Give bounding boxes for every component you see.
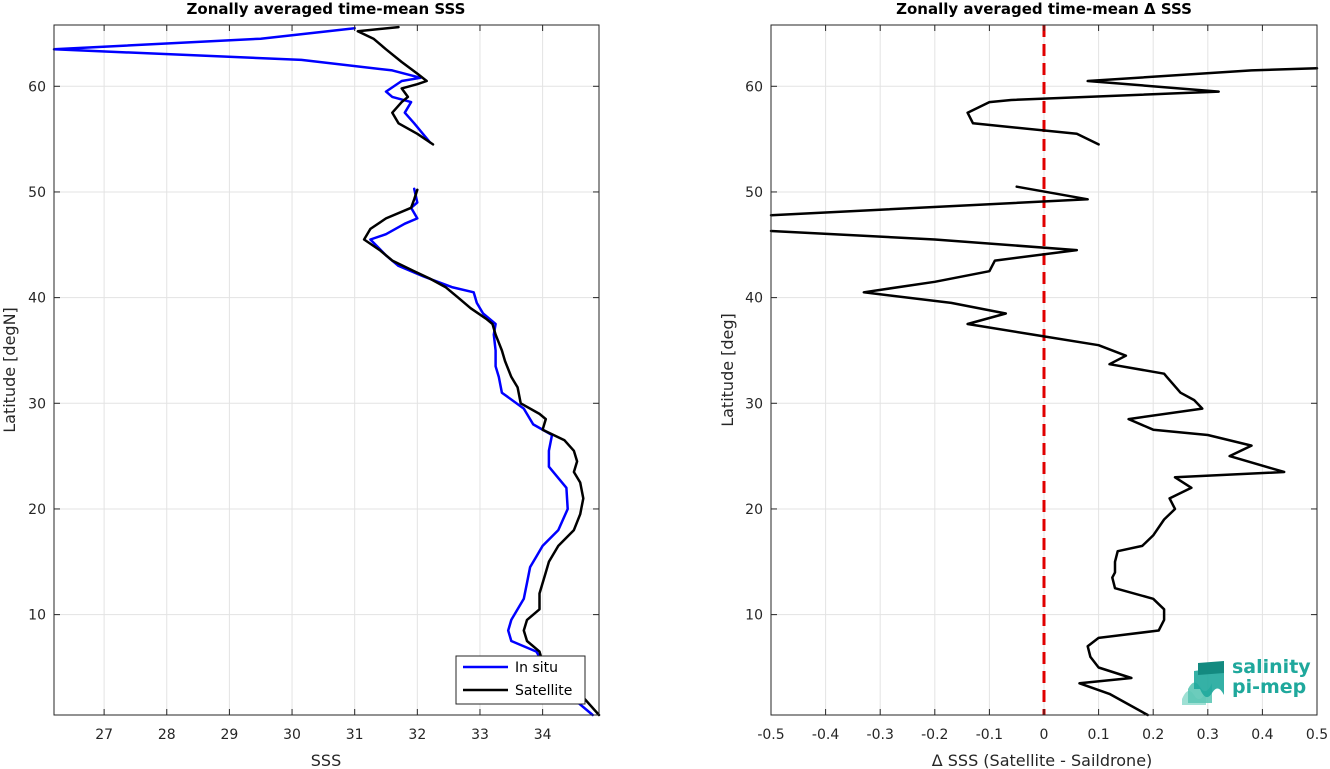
delta-sss-y-tick-label: 60 — [745, 79, 763, 95]
sss-y-tick-label: 40 — [28, 291, 46, 307]
sss-x-tick-label: 27 — [95, 727, 113, 743]
delta-sss-y-tick-label: 40 — [745, 291, 763, 307]
delta-sss-panel: -0.5 -0.4 -0.3 -0.2 -0.1 0 0.1 0.2 0.3 0.4 0.5 10 20… — [718, 0, 1328, 769]
sss-x-tick-label: 34 — [534, 727, 552, 743]
sss-y-tick-label: 20 — [28, 502, 46, 518]
delta-sss-chart-title: Zonally averaged time-mean Δ SSS — [896, 0, 1192, 18]
logo-line-2: pi-mep — [1232, 676, 1307, 698]
sss-x-tick-label: 30 — [283, 727, 301, 743]
delta-sss-y-tick-label: 10 — [745, 608, 763, 624]
delta-sss-line-segment-1 — [769, 229, 1286, 717]
delta-sss-x-tick-label: 0.2 — [1142, 727, 1164, 743]
delta-sss-x-tick-label: -0.2 — [921, 727, 948, 743]
delta-sss-line-segment-3 — [966, 67, 1319, 146]
sss-x-axis-label: SSS — [311, 751, 341, 769]
sss-x-tick-label: 29 — [220, 727, 238, 743]
delta-sss-x-tick-label: -0.3 — [867, 727, 894, 743]
sss-y-axis-label: Latitude [degN] — [0, 307, 19, 433]
delta-sss-x-tick-label: -0.4 — [812, 727, 839, 743]
sss-y-tick-label: 10 — [28, 608, 46, 624]
delta-sss-x-tick-label: 0.1 — [1087, 727, 1109, 743]
delta-sss-x-tick-label: -0.5 — [757, 727, 784, 743]
delta-sss-y-axis-label: Latitude [deg] — [718, 313, 737, 427]
delta-sss-y-tick-label: 50 — [745, 185, 763, 201]
sss-x-tick-label: 33 — [471, 727, 489, 743]
delta-sss-x-tick-label: -0.1 — [976, 727, 1003, 743]
delta-sss-x-tick-label: 0 — [1040, 727, 1049, 743]
delta-sss-line-segment-2 — [769, 185, 1089, 217]
sss-x-tick-label: 32 — [408, 727, 426, 743]
logo-text: salinity pi-mep — [1232, 657, 1311, 697]
delta-sss-tick-labels: -0.5 -0.4 -0.3 -0.2 -0.1 0 0.1 0.2 0.3 0.4 0.5 10 20… — [745, 25, 1328, 743]
delta-sss-x-axis-label: Δ SSS (Satellite - Saildrone) — [932, 751, 1153, 769]
sss-legend: In situ Satellite — [455, 655, 586, 705]
delta-sss-x-tick-label: 0.5 — [1306, 727, 1328, 743]
sss-chart-title: Zonally averaged time-mean SSS — [187, 0, 466, 18]
sss-y-tick-label: 30 — [28, 396, 46, 412]
satellite-line-segment-2 — [356, 25, 435, 146]
delta-sss-series — [769, 67, 1319, 717]
legend-in-situ-label: In situ — [515, 660, 558, 676]
sss-tick-labels: 27 28 29 30 31 32 33 34 10 20 30 40 50 60 — [28, 25, 599, 743]
sss-x-tick-label: 28 — [158, 727, 176, 743]
sss-y-tick-label: 50 — [28, 185, 46, 201]
salinity-pi-mep-logo: salinity pi-mep — [1180, 655, 1312, 707]
delta-sss-x-tick-label: 0.3 — [1197, 727, 1219, 743]
legend-satellite-label: Satellite — [515, 683, 572, 699]
legend-box — [455, 655, 586, 705]
sss-panel: 27 28 29 30 31 32 33 34 10 20 30 40 50 60 Zonally ave… — [0, 0, 601, 769]
sss-x-tick-label: 31 — [346, 727, 364, 743]
delta-sss-x-tick-label: 0.4 — [1251, 727, 1273, 743]
salinity-wave-icon — [1182, 661, 1224, 705]
delta-sss-y-tick-label: 20 — [745, 502, 763, 518]
delta-sss-y-tick-label: 30 — [745, 396, 763, 412]
sss-axes-box — [53, 24, 600, 716]
sss-grid — [54, 25, 599, 715]
sss-y-tick-label: 60 — [28, 79, 46, 95]
logo-line-1: salinity — [1232, 656, 1311, 678]
satellite-line-segment-1 — [362, 188, 601, 717]
